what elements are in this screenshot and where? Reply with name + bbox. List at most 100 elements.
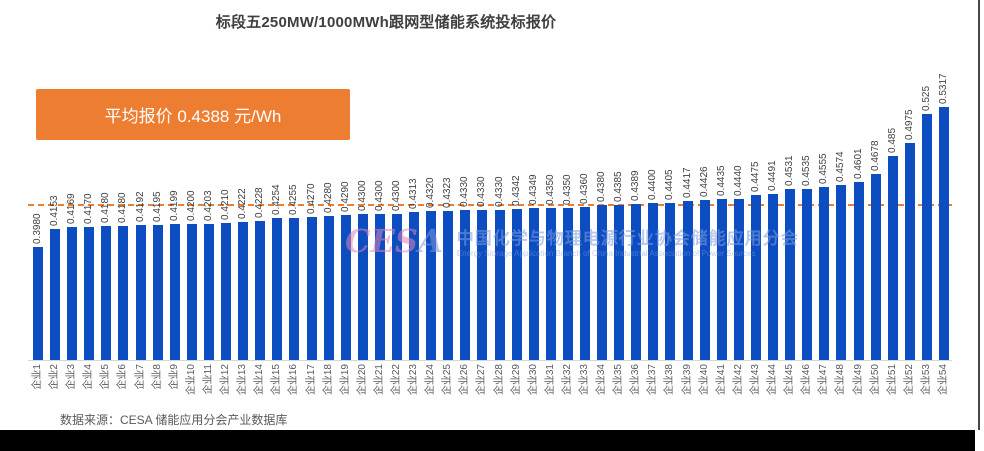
bar-value-label: 0.4574: [835, 151, 847, 182]
bar-value-label: 0.4342: [510, 175, 522, 207]
x-axis-label: 企业54: [937, 364, 949, 396]
bar-value-label: 0.4300: [373, 179, 385, 211]
bar-value-label: 0.4210: [220, 189, 232, 220]
bar: [67, 227, 78, 360]
bar: [631, 204, 642, 360]
bar-value-label: 0.4300: [356, 179, 368, 211]
bar-column: 0.4210 企业12: [217, 0, 234, 451]
bar-value-label: 0.4195: [151, 190, 163, 222]
x-axis-label: 企业7: [134, 364, 146, 390]
bar-column: 0.4300 企业21: [371, 0, 388, 451]
x-axis-label: 企业30: [527, 364, 539, 396]
bar: [118, 226, 129, 360]
bar: [50, 228, 61, 360]
bar: [870, 173, 881, 360]
bar-column: 0.4350 企业31: [542, 0, 559, 451]
bar-value-label: 0.4385: [613, 171, 625, 202]
x-axis-label: 企业36: [630, 364, 642, 396]
bar-column: 0.4601 企业49: [850, 0, 867, 451]
bar-column: 0.4349 企业30: [525, 0, 542, 451]
bar-value-label: 0.4535: [801, 155, 813, 186]
bar-value-label: 0.4678: [869, 140, 881, 171]
x-axis-label: 企业8: [151, 364, 163, 390]
bar-value-label: 0.4290: [339, 180, 351, 212]
bar-value-label: 0.4440: [732, 165, 744, 196]
x-axis-label: 企业53: [920, 364, 932, 396]
x-axis-label: 企业51: [886, 364, 898, 396]
bar: [426, 211, 437, 360]
x-axis-label: 企业18: [322, 364, 334, 396]
bar: [101, 226, 112, 360]
bar: [443, 211, 454, 360]
x-axis-label: 企业42: [732, 364, 744, 396]
bar-value-label: 0.4380: [596, 171, 608, 203]
bar-value-label: 0.4313: [408, 178, 420, 210]
bar-value-label: 0.4180: [100, 192, 112, 224]
bar-column: 0.4255 企业16: [286, 0, 303, 451]
bar-value-label: 0.4254: [271, 184, 283, 216]
x-axis-label: 企业39: [681, 364, 693, 396]
bar-column: 0.4170 企业4: [81, 0, 98, 451]
bar: [477, 210, 488, 360]
x-axis-label: 企业16: [288, 364, 300, 396]
average-line: [28, 204, 952, 206]
bar-column: 0.4535 企业46: [799, 0, 816, 451]
x-axis-label: 企业11: [202, 364, 214, 395]
bar-value-label: 0.485: [886, 127, 898, 153]
bar: [614, 204, 625, 360]
bar-column: 0.4199 企业9: [166, 0, 183, 451]
bar: [460, 210, 471, 360]
x-axis-label: 企业29: [510, 364, 522, 396]
bar: [904, 142, 915, 360]
bar-column: 0.4228 企业14: [252, 0, 269, 451]
bar-column: 0.4300 企业22: [388, 0, 405, 451]
bar-value-label: 0.4153: [49, 195, 61, 226]
bar-column: 0.4169 企业3: [64, 0, 81, 451]
bar-column: 0.3980 企业1: [29, 0, 46, 451]
x-axis-label: 企业24: [425, 364, 437, 396]
x-axis-label: 企业33: [579, 364, 590, 396]
bar: [785, 189, 796, 360]
x-axis-label: 企业2: [49, 364, 61, 390]
x-axis-label: 企业23: [408, 364, 420, 396]
bar: [374, 213, 385, 360]
bar: [340, 214, 351, 360]
x-axis-label: 企业13: [237, 364, 249, 396]
bar-value-label: 0.4330: [459, 176, 471, 208]
bar: [306, 216, 317, 360]
x-axis-label: 企业6: [117, 364, 129, 390]
x-axis-label: 企业1: [31, 364, 43, 390]
bar-column: 0.4360 企业33: [576, 0, 593, 451]
x-axis-label: 企业22: [390, 364, 402, 396]
data-source-note: 数据来源：CESA 储能应用分会产业数据库: [60, 413, 288, 427]
x-axis-label: 企业37: [647, 364, 659, 396]
bar: [238, 221, 249, 360]
x-axis-label: 企业21: [373, 364, 385, 396]
bar: [357, 213, 368, 360]
x-axis-label: 企业44: [767, 364, 779, 396]
bar: [580, 207, 590, 360]
bar-column: 0.4320 企业24: [423, 0, 440, 451]
bar: [648, 203, 659, 360]
bar: [938, 107, 949, 360]
bar-value-label: 0.4405: [664, 168, 676, 200]
bar-value-label: 0.4323: [442, 177, 454, 209]
bar: [511, 209, 522, 360]
bar-value-label: 0.5317: [937, 73, 949, 105]
bar: [853, 182, 864, 360]
bar-column: 0.485 企业51: [884, 0, 901, 451]
x-axis-label: 企业9: [168, 364, 180, 390]
bar-value-label: 0.4169: [66, 193, 78, 225]
bar-column: 0.4270 企业17: [303, 0, 320, 451]
bar-column: 0.4330 企业28: [491, 0, 508, 451]
x-axis-label: 企业34: [596, 364, 608, 396]
bottom-black-bar: [0, 430, 975, 451]
x-axis-label: 企业31: [544, 364, 556, 396]
x-axis-label: 企业41: [715, 364, 727, 396]
bar-column: 0.4975 企业52: [901, 0, 918, 451]
x-axis-label: 企业28: [493, 364, 505, 396]
bar-value-label: 0.4180: [117, 192, 129, 224]
bar-column: 0.4491 企业44: [764, 0, 781, 451]
bar-value-label: 0.4199: [168, 190, 180, 222]
